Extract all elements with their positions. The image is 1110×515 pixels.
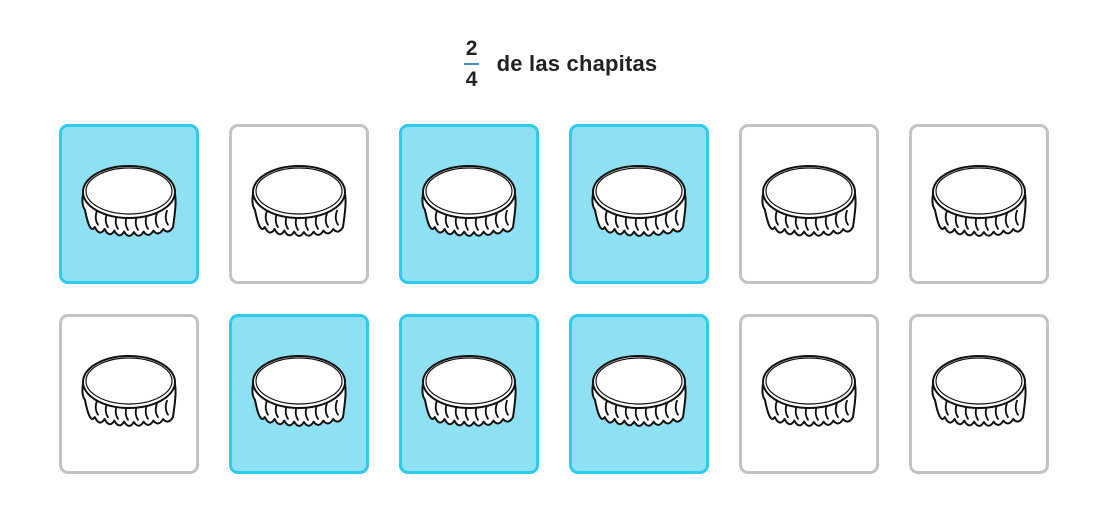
bottle-cap-icon bbox=[81, 355, 177, 427]
cap-card-8[interactable] bbox=[229, 314, 369, 474]
bottle-cap-icon bbox=[591, 355, 687, 427]
cap-card-2[interactable] bbox=[229, 124, 369, 284]
bottle-cap-icon bbox=[421, 165, 517, 237]
cap-card-4[interactable] bbox=[569, 124, 709, 284]
bottle-cap-icon bbox=[81, 165, 177, 237]
bottle-cap-icon bbox=[591, 165, 687, 237]
cap-card-6[interactable] bbox=[909, 124, 1049, 284]
bottle-cap-icon bbox=[761, 165, 857, 237]
cap-card-10[interactable] bbox=[569, 314, 709, 474]
cap-card-9[interactable] bbox=[399, 314, 539, 474]
bottle-cap-icon bbox=[931, 165, 1027, 237]
cap-card-5[interactable] bbox=[739, 124, 879, 284]
fraction: 2 4 bbox=[461, 36, 483, 93]
bottle-cap-grid bbox=[59, 124, 1049, 474]
fraction-numerator: 2 bbox=[465, 36, 478, 60]
cap-card-7[interactable] bbox=[59, 314, 199, 474]
fraction-denominator: 4 bbox=[465, 67, 478, 91]
cap-card-12[interactable] bbox=[909, 314, 1049, 474]
question-prompt: 2 4 de las chapitas bbox=[0, 32, 1110, 96]
fraction-bar bbox=[464, 62, 480, 65]
cap-card-1[interactable] bbox=[59, 124, 199, 284]
bottle-cap-icon bbox=[251, 355, 347, 427]
bottle-cap-icon bbox=[931, 355, 1027, 427]
cap-card-11[interactable] bbox=[739, 314, 879, 474]
cap-card-3[interactable] bbox=[399, 124, 539, 284]
bottle-cap-icon bbox=[761, 355, 857, 427]
bottle-cap-icon bbox=[421, 355, 517, 427]
bottle-cap-icon bbox=[251, 165, 347, 237]
prompt-text: de las chapitas bbox=[496, 51, 658, 76]
